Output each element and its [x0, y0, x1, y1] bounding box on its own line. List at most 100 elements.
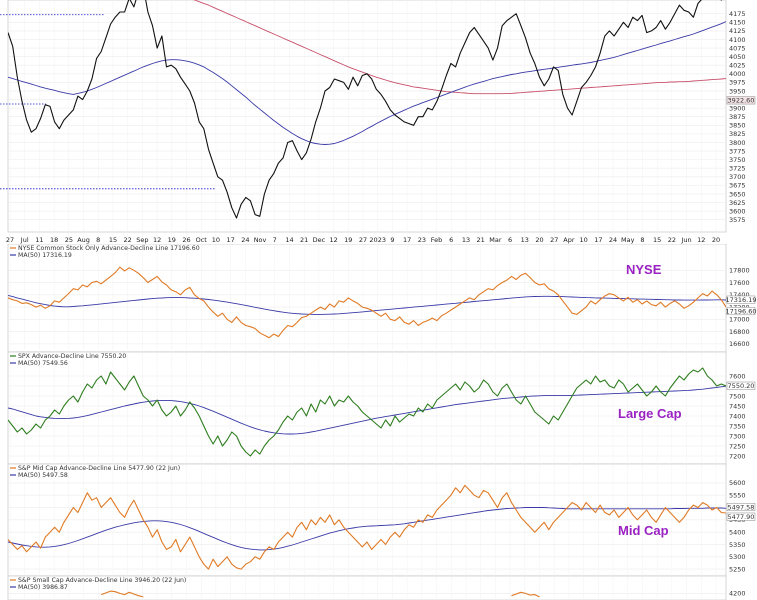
nyse-ma50-line [8, 294, 726, 315]
spx-ad-panel-ytick: 7250 [729, 442, 746, 450]
midcap-ad-panel-ytick: 5350 [729, 541, 746, 549]
x-tick-label: 15 [109, 236, 117, 244]
x-tick-label: Sep [136, 236, 148, 244]
price-panel-ytick: 3675 [729, 182, 746, 190]
price-panel-ytick: 4150 [729, 19, 746, 27]
midcap-ad-panel-ytick: 5600 [729, 479, 746, 487]
spx-ad-panel-ytick: 7200 [729, 452, 746, 460]
x-tick-label: 24 [609, 236, 617, 244]
x-tick-label: 22 [668, 236, 676, 244]
x-tick-label: 12 [153, 236, 161, 244]
smallcap-ad-line [101, 590, 540, 598]
midcap-ma50-line [8, 507, 726, 551]
price-panel-ytick: 3975 [729, 79, 746, 87]
price-panel-ytick: 3600 [729, 207, 746, 215]
x-tick-label: 17 [594, 236, 602, 244]
spx-ad-panel-ytick: 7300 [729, 432, 746, 440]
last-value-box [726, 307, 756, 316]
price-panel-ytick: 3725 [729, 165, 746, 173]
legend-entry: SPX Advance-Decline Line 7550.20 [18, 353, 126, 360]
price-panel-ytick: 4175 [729, 10, 746, 18]
legend-entry: MA(50) 7549.56 [18, 360, 68, 367]
last-value-label: 7550.20 [728, 382, 755, 390]
nyse-ad-panel-ytick: 16600 [729, 340, 750, 348]
last-value-box [726, 96, 756, 105]
x-tick-label: 27 [550, 236, 558, 244]
x-tick-label: 19 [168, 236, 176, 244]
price-panel-ytick: 4075 [729, 44, 746, 52]
x-tick-label: 2023 [369, 236, 386, 244]
x-tick-label: Nov [254, 236, 267, 244]
last-value-label: 5477.90 [728, 513, 755, 521]
spx-ad-panel-ytick: 7450 [729, 402, 746, 410]
x-tick-label: 27 [359, 236, 367, 244]
nyse-ad-panel-ytick: 17800 [729, 267, 750, 275]
price-panel-ytick: 3875 [729, 113, 746, 121]
x-tick-label: Jul [20, 236, 29, 244]
price-panel-ytick: 3800 [729, 139, 746, 147]
x-tick-label: 10 [212, 236, 220, 244]
nyse-ad-panel-ytick: 17000 [729, 316, 750, 324]
x-tick-label: Oct [196, 236, 208, 244]
x-tick-label: 26 [182, 236, 190, 244]
midcap-ad-panel-ytick: 5300 [729, 553, 746, 561]
last-value-label: 3922.60 [728, 97, 755, 105]
x-tick-label: 6 [449, 236, 453, 244]
x-tick-label: 14 [285, 236, 293, 244]
x-tick-label: 20 [535, 236, 543, 244]
last-value-label: 17316.19 [725, 296, 756, 304]
x-tick-label: 8 [640, 236, 644, 244]
price-panel-ytick: 3900 [729, 104, 746, 112]
x-tick-label: 7 [273, 236, 277, 244]
nyse-ad-panel-ytick: 17600 [729, 279, 750, 287]
last-value-box [726, 295, 756, 304]
x-tick-label: 12 [697, 236, 705, 244]
spx-ad-panel-series-group [8, 367, 726, 457]
nyse-ad-panel-series-group [8, 266, 726, 339]
x-tick-label: 23 [418, 236, 426, 244]
midcap-ad-panel-series-group [8, 484, 726, 570]
panel-annotation-spx-ad: Large Cap [618, 406, 682, 421]
price-panel-ytick: 4125 [729, 27, 746, 35]
nyse-ad-line [8, 266, 726, 339]
x-tick-label: 11 [35, 236, 43, 244]
x-tick-label: 18 [50, 236, 58, 244]
x-tick-label: 6 [508, 236, 512, 244]
smallcap-ad-panel-series-group [101, 590, 540, 598]
legend-entry: S&P Small Cap Advance-Decline Line 3946.… [18, 577, 186, 584]
price-panel-series-group [8, 0, 726, 219]
last-value-box [726, 381, 756, 390]
x-tick-label: 17 [226, 236, 234, 244]
price-line [8, 0, 722, 219]
spx-ad-panel-ytick: 7500 [729, 392, 746, 400]
nyse-ad-panel-ytick: 16800 [729, 328, 750, 336]
price-panel-ytick: 4025 [729, 62, 746, 70]
price-panel-ytick: 3575 [729, 216, 746, 224]
x-tick-label: 17 [403, 236, 411, 244]
x-tick-label: 10 [579, 236, 587, 244]
legend-entry: S&P Mid Cap Advance-Decline Line 5477.90… [18, 465, 180, 472]
spx-ad-panel-ytick: 7350 [729, 422, 746, 430]
spx-ad-panel-ytick: 7600 [729, 372, 746, 380]
x-tick-label: 27 [6, 236, 14, 244]
x-tick-label: May [621, 236, 635, 244]
x-tick-label: 15 [653, 236, 661, 244]
x-tick-label: 24 [241, 236, 249, 244]
x-tick-label: 25 [65, 236, 73, 244]
x-tick-label: Feb [431, 236, 443, 244]
price-panel-ytick: 4100 [729, 36, 746, 44]
x-tick-label: Mar [489, 236, 502, 244]
price-panel-ytick: 3750 [729, 156, 746, 164]
nyse-ad-panel-ytick: 17400 [729, 291, 750, 299]
price-panel-ytick: 4000 [729, 70, 746, 78]
price-panel-ytick: 3950 [729, 87, 746, 95]
legend-entry: MA(50) 3986.87 [18, 584, 68, 591]
legend-entry: MA(50) 17316.19 [18, 252, 72, 259]
x-tick-label: 21 [477, 236, 485, 244]
price-panel-ytick: 3650 [729, 190, 746, 198]
last-value-box [726, 503, 756, 512]
spx-ad-line [8, 367, 726, 457]
midcap-ad-panel-ytick: 5550 [729, 492, 746, 500]
x-tick-label: 22 [124, 236, 132, 244]
